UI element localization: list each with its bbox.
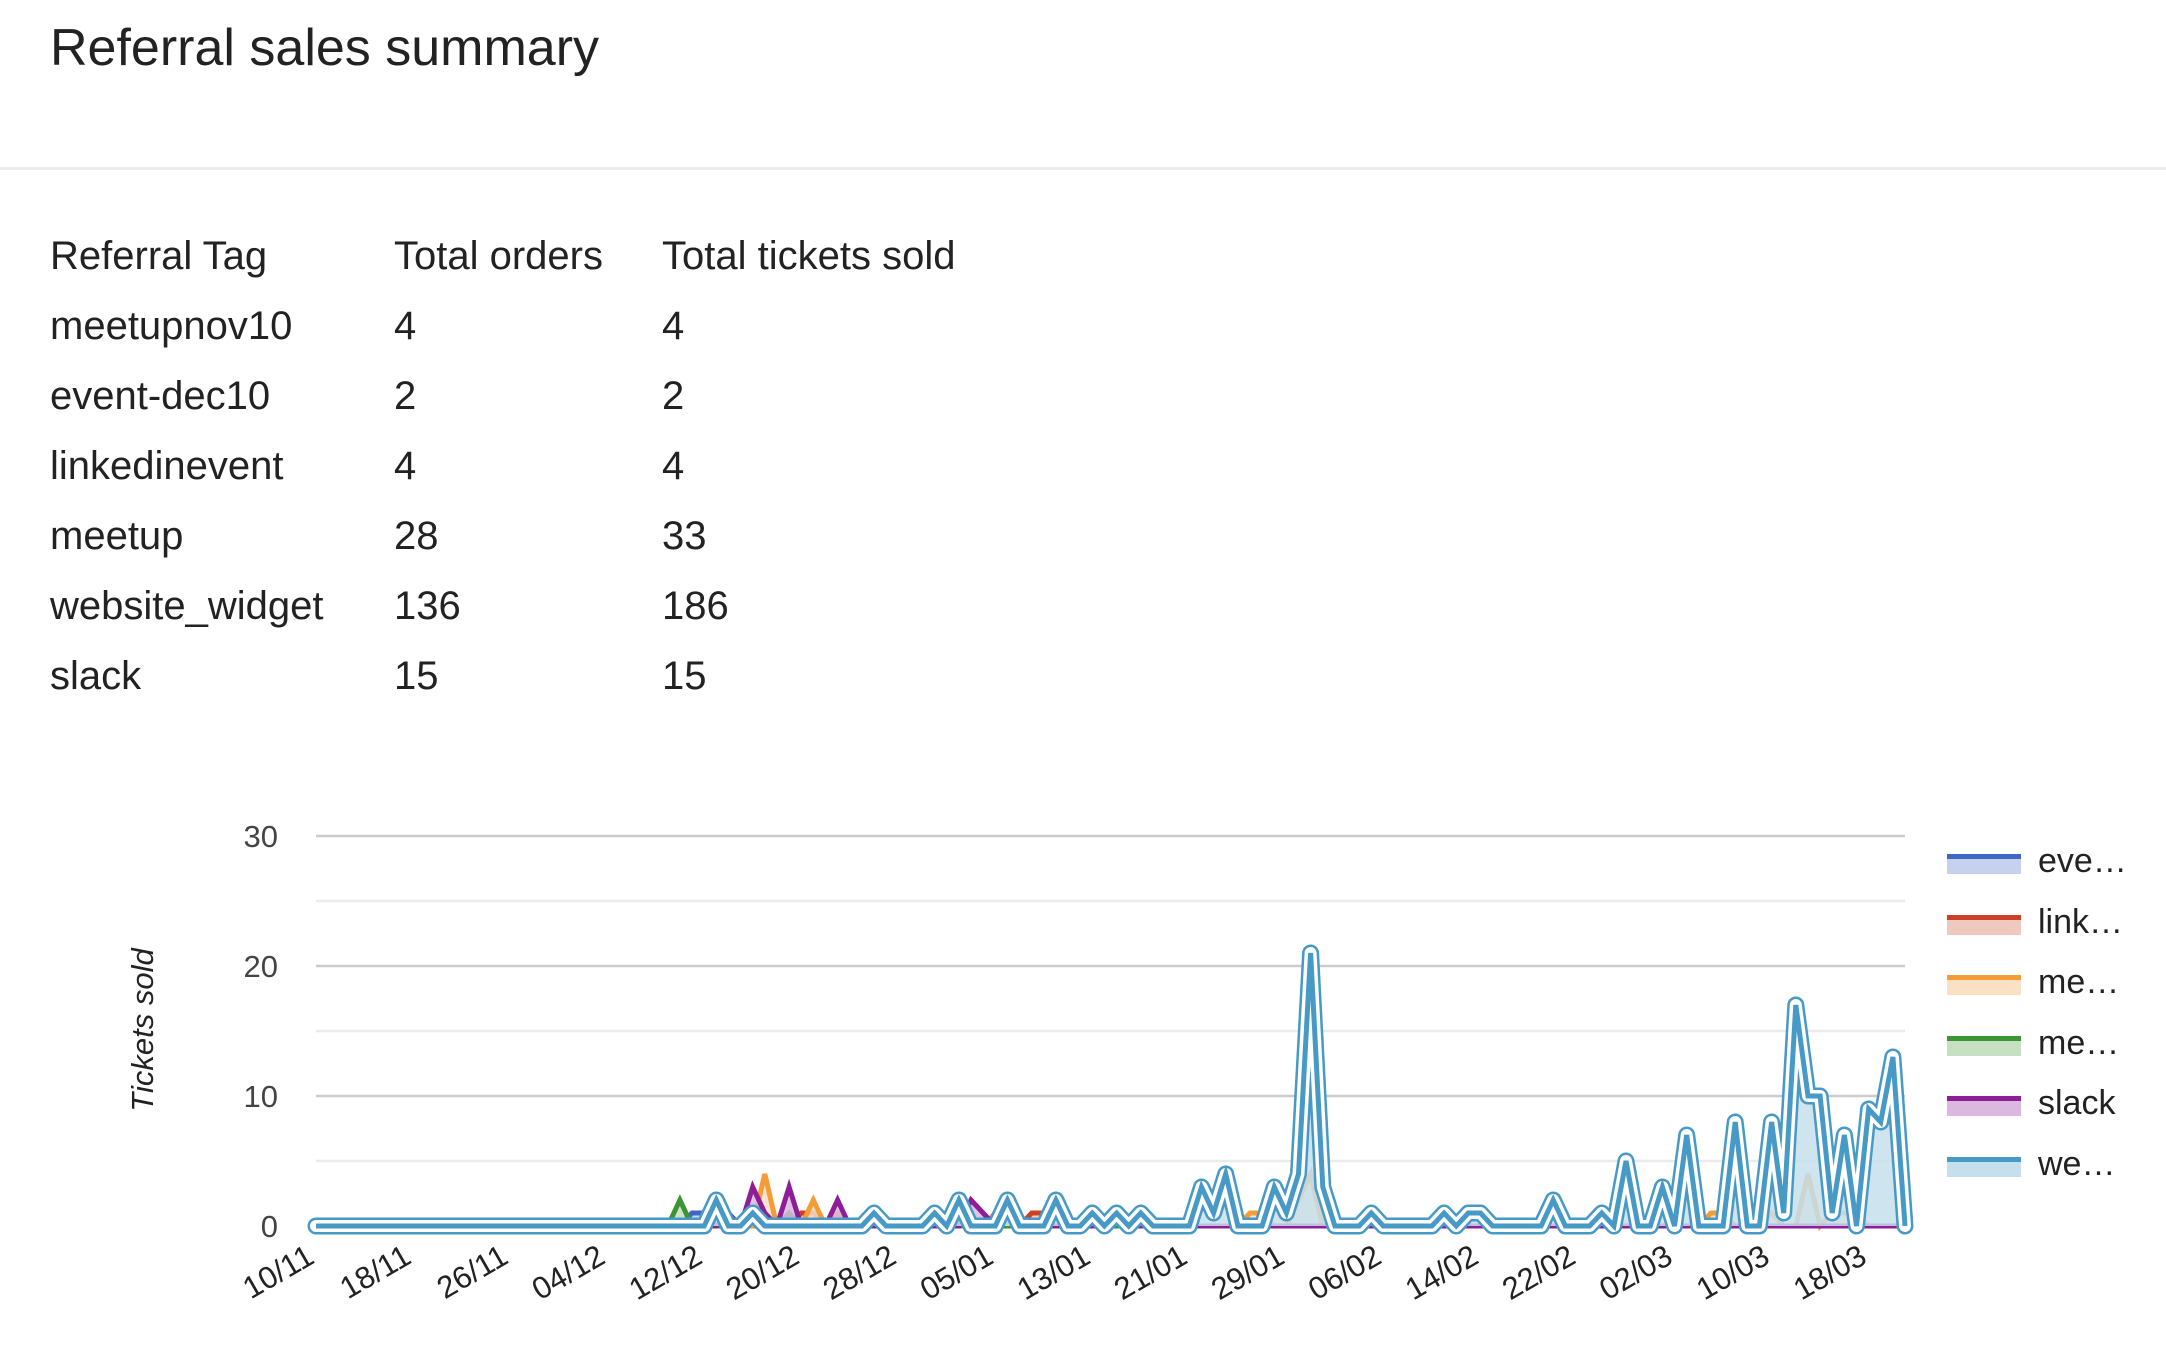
chart-series [307, 944, 1914, 1235]
x-tick-label: 21/01 [1108, 1238, 1193, 1307]
page-title: Referral sales summary [50, 19, 600, 77]
x-tick-label: 02/03 [1593, 1238, 1678, 1307]
x-tick-label: 14/02 [1399, 1238, 1484, 1307]
legend-swatch-fill [1947, 1101, 2021, 1116]
x-tick-label: 28/12 [817, 1238, 902, 1307]
legend-label: slack [2038, 1084, 2116, 1122]
legend-swatch-line [1947, 975, 2021, 980]
column-header-total-orders: Total orders [394, 234, 603, 278]
legend-label: me… [2038, 1023, 2120, 1062]
x-tick-label: 04/12 [526, 1238, 611, 1307]
total-tickets-cell: 4 [662, 444, 685, 488]
legend-swatch-fill [1947, 859, 2021, 874]
series-website_widget [307, 944, 1914, 1235]
legend-swatch [1947, 854, 2021, 874]
column-header-referral-tag: Referral Tag [50, 234, 268, 278]
x-tick-label: 18/03 [1787, 1238, 1872, 1307]
legend-swatch [1947, 975, 2021, 995]
x-tick-label: 05/01 [914, 1238, 999, 1307]
x-tick-label: 06/02 [1302, 1238, 1387, 1307]
total-orders-cell: 28 [394, 514, 439, 558]
referral-tag-cell: meetupnov10 [50, 304, 293, 348]
legend-swatch [1947, 1035, 2021, 1056]
legend-label: link… [2038, 902, 2124, 941]
total-orders-cell: 15 [394, 654, 439, 698]
column-header-total-tickets: Total tickets sold [662, 234, 956, 278]
x-tick-label: 22/02 [1496, 1238, 1581, 1307]
legend-swatch-line [1947, 914, 2021, 920]
x-tick-label: 20/12 [720, 1238, 805, 1307]
legend-label: eve… [2038, 842, 2127, 880]
total-tickets-cell: 186 [662, 584, 729, 628]
legend-swatch-line [1947, 1096, 2021, 1101]
highlight-halo-website_widget [310, 947, 1911, 1232]
referral-tag-cell: slack [50, 654, 142, 698]
legend-swatch-fill [1947, 980, 2021, 995]
total-orders-cell: 4 [394, 304, 417, 348]
total-tickets-cell: 4 [662, 304, 685, 348]
referral-tag-cell: website_widget [50, 584, 324, 628]
legend-swatch-line [1947, 854, 2021, 859]
x-tick-label: 18/11 [334, 1238, 417, 1306]
header-divider [0, 167, 2166, 170]
total-orders-cell: 2 [394, 374, 417, 418]
referral-tag-cell: meetup [50, 514, 184, 558]
y-axis-ticks: 0 10 20 30 [244, 819, 278, 1244]
x-tick-label: 12/12 [623, 1238, 708, 1307]
x-tick-label: 13/01 [1011, 1238, 1096, 1307]
x-axis-ticks: 10/11 18/11 26/11 04/12 12/12 20/12 28/12 05/01… [237, 1238, 1872, 1307]
legend-swatch [1947, 1156, 2021, 1177]
chart-gridlines [316, 834, 1905, 1228]
legend-swatch-fill [1947, 1040, 2021, 1056]
x-tick-label: 10/03 [1690, 1238, 1775, 1307]
x-tick-label: 29/01 [1205, 1238, 1290, 1307]
total-orders-cell: 4 [394, 444, 417, 488]
legend-label: me… [2038, 963, 2120, 1001]
x-tick-label: 10/11 [237, 1238, 320, 1306]
legend-swatch-fill [1947, 1161, 2021, 1177]
referral-tag-cell: linkedinevent [50, 444, 284, 488]
legend-swatch-fill [1947, 919, 2021, 935]
y-axis-label: Tickets sold [125, 947, 160, 1112]
legend-swatch-line [1947, 1156, 2021, 1162]
total-tickets-cell: 2 [662, 374, 685, 418]
y-tick-label: 0 [261, 1209, 278, 1244]
legend-swatch [1947, 914, 2021, 935]
legend-swatch [1947, 1096, 2021, 1116]
x-tick-label: 26/11 [431, 1238, 514, 1306]
legend-label: we… [2038, 1144, 2116, 1183]
y-tick-label: 30 [244, 819, 278, 854]
referral-tag-cell: event-dec10 [50, 374, 271, 418]
total-orders-cell: 136 [394, 584, 461, 628]
y-tick-label: 20 [244, 949, 278, 984]
y-tick-label: 10 [244, 1079, 278, 1114]
total-tickets-cell: 33 [662, 514, 707, 558]
legend-swatch-line [1947, 1035, 2021, 1041]
line-website_widget [316, 952, 1908, 1232]
total-tickets-cell: 15 [662, 654, 707, 698]
